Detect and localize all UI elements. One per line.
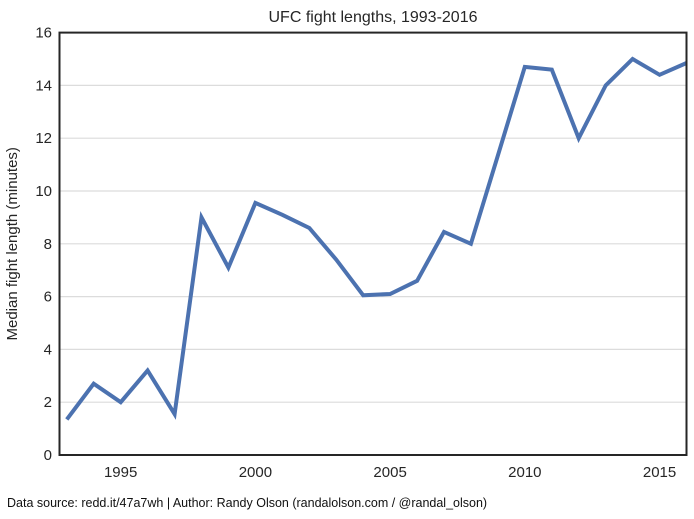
- y-tick-14: 14: [35, 77, 52, 94]
- y-axis-tick-labels: 0 2 4 6 8 10 12 14 16: [35, 25, 52, 464]
- y-tick-6: 6: [44, 289, 52, 306]
- x-tick-2005: 2005: [373, 464, 406, 481]
- x-tick-2010: 2010: [508, 464, 541, 481]
- y-axis-label: Median fight length (minutes): [4, 147, 21, 340]
- y-tick-16: 16: [35, 25, 52, 42]
- footer-credit: Data source: redd.it/47a7wh | Author: Ra…: [7, 496, 487, 510]
- y-tick-12: 12: [35, 130, 52, 147]
- y-tick-2: 2: [44, 394, 52, 411]
- median-fight-length-line: [65, 56, 688, 421]
- gridlines: [59, 84, 687, 403]
- x-tick-2000: 2000: [239, 464, 272, 481]
- y-tick-8: 8: [44, 236, 52, 253]
- chart-title: UFC fight lengths, 1993-2016: [268, 9, 477, 26]
- plot-border-spines: [58, 31, 688, 456]
- x-axis-tick-labels: 1995 2000 2005 2010 2015: [104, 464, 676, 481]
- y-tick-4: 4: [44, 341, 52, 358]
- y-tick-10: 10: [35, 183, 52, 200]
- x-tick-1995: 1995: [104, 464, 137, 481]
- y-tick-0: 0: [44, 447, 52, 464]
- x-tick-2015: 2015: [643, 464, 676, 481]
